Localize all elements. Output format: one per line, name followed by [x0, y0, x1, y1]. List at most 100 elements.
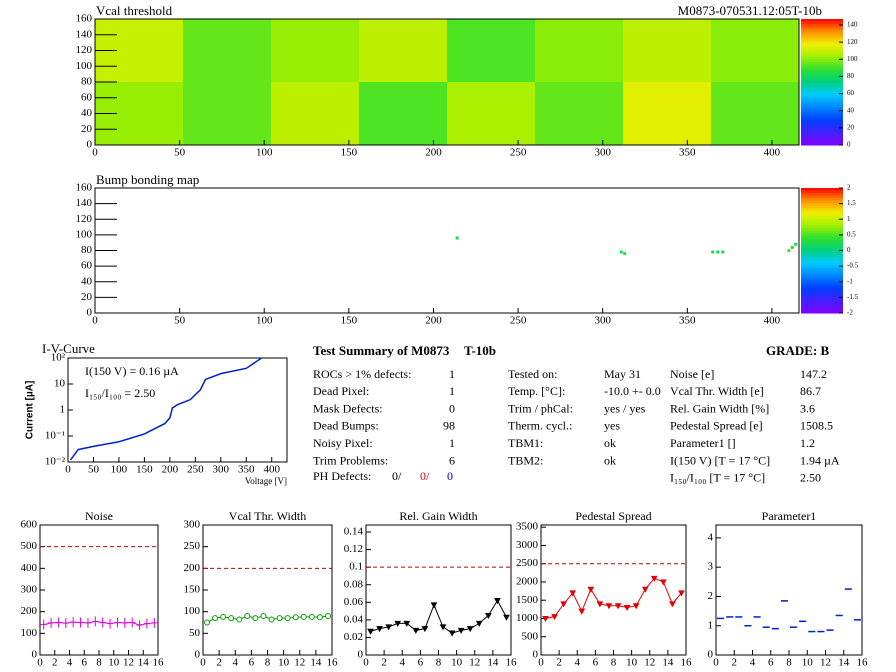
- summary-label: Vcal Thr. Width [e]: [670, 384, 764, 398]
- y-tick-label: 10²: [51, 352, 66, 364]
- colorbar-strip: [801, 260, 843, 264]
- chart-title: I-V-Curve: [42, 341, 95, 356]
- y-tick-label: 3500: [516, 521, 539, 533]
- bump-cell: [711, 250, 715, 254]
- z-tick-label: 2: [847, 184, 851, 192]
- summary-label: Temp. [°C]:: [508, 384, 565, 398]
- y-tick-label: 0: [358, 649, 364, 661]
- bump-cell: [716, 250, 720, 254]
- colorbar-strip: [801, 268, 843, 271]
- summary-value: -10.0 +- 0.0: [604, 384, 661, 398]
- y-tick-label: 20: [81, 123, 93, 135]
- y-tick-label: 10: [54, 378, 66, 390]
- colorbar-strip: [801, 54, 843, 58]
- summary-label: TBM1:: [508, 436, 543, 450]
- x-tick-label: 2: [216, 657, 222, 669]
- colorbar-strip: [801, 198, 843, 201]
- x-tick-label: 12: [294, 657, 305, 669]
- y-axis-label: Current [µA]: [25, 381, 36, 440]
- summary-value: 1508.5: [800, 419, 833, 433]
- y-tick-label: 100: [184, 605, 201, 617]
- y-tick-label: 1000: [516, 612, 539, 624]
- colorbar-strip: [801, 129, 843, 133]
- x-tick-label: 10: [108, 657, 120, 669]
- plot-frame: [94, 187, 800, 314]
- summary-value: yes / yes: [604, 401, 646, 415]
- y-tick-label: 0.02: [344, 631, 363, 643]
- colorbar-strip: [801, 21, 843, 25]
- ph-defect-value: 0/: [392, 469, 402, 483]
- plot-frame: [202, 524, 333, 656]
- y-tick-label: 100: [76, 60, 93, 72]
- y-tick-label: 250: [184, 540, 201, 552]
- x-tick-label: 150: [341, 315, 358, 327]
- ph-defect-value: 0: [447, 469, 453, 483]
- marker: [569, 590, 577, 597]
- colorbar-strip: [801, 87, 843, 91]
- bump-cell: [794, 242, 798, 246]
- summary-value: 86.7: [800, 384, 821, 398]
- marker: [385, 624, 393, 631]
- y-tick-label: 4: [708, 531, 714, 543]
- z-tick-label: 80: [847, 72, 855, 80]
- colorbar-strip: [801, 213, 843, 216]
- colorbar-strip: [801, 122, 843, 126]
- colorbar-strip: [801, 92, 843, 96]
- colorbar-strip: [801, 137, 843, 141]
- summary-label: Trim Problems:: [313, 453, 388, 467]
- colorbar-strip: [801, 104, 843, 108]
- colorbar-strip: [801, 36, 843, 40]
- marker: [596, 601, 604, 608]
- marker: [55, 617, 62, 628]
- z-tick-label: -1.5: [847, 293, 859, 301]
- x-tick-label: 16: [327, 657, 339, 669]
- colorbar-strip: [801, 300, 843, 304]
- summary-value: 147.2: [800, 367, 827, 381]
- marker: [587, 586, 595, 593]
- colorbar-strip: [801, 112, 843, 116]
- colorbar-strip: [801, 66, 843, 70]
- y-tick-label: 60: [81, 91, 93, 103]
- y-tick-label: 0.14: [344, 526, 364, 538]
- annotation: I(150 V) = 0.16 µA: [85, 364, 179, 378]
- colorbar-strip: [801, 208, 843, 211]
- colorbar-strip: [801, 285, 843, 289]
- x-tick-label: 0: [200, 657, 206, 669]
- x-tick-label: 6: [593, 657, 599, 669]
- colorbar-strip: [801, 107, 843, 111]
- x-tick-label: 250: [510, 147, 527, 159]
- x-tick-label: 2: [732, 657, 738, 669]
- marker: [121, 617, 128, 628]
- colorbar-strip: [801, 308, 843, 311]
- summary-label: Noise [e]: [670, 367, 714, 381]
- z-tick-label: -0.5: [847, 262, 859, 270]
- colorbar-strip: [801, 288, 843, 291]
- marker: [260, 613, 267, 619]
- marker: [466, 626, 474, 633]
- colorbar-strip: [801, 134, 843, 138]
- colorbar-strip: [801, 124, 843, 128]
- x-tick-label: 0: [363, 657, 369, 669]
- marker: [669, 601, 676, 608]
- marker: [220, 613, 227, 620]
- z-tick-label: 0.5: [847, 230, 856, 238]
- colorbar-strip: [801, 305, 843, 309]
- colorbar-strip: [801, 127, 843, 131]
- marker: [650, 575, 658, 582]
- y-tick-label: 100: [76, 228, 93, 240]
- colorbar-strip: [801, 290, 843, 294]
- colorbar-strip: [801, 200, 843, 204]
- heatmap-cell: [447, 19, 535, 82]
- marker: [394, 620, 402, 627]
- x-tick-label: 8: [611, 657, 617, 669]
- colorbar-strip: [801, 109, 843, 113]
- marker: [367, 628, 374, 635]
- marker: [412, 627, 420, 634]
- x-tick-label: 4: [400, 657, 406, 669]
- marker: [62, 618, 69, 629]
- x-tick-label: 250: [187, 464, 204, 476]
- y-tick-label: 2: [708, 590, 714, 602]
- y-tick-label: 0.08: [344, 578, 364, 590]
- plot-frame: [39, 524, 159, 656]
- colorbar-strip: [801, 84, 843, 88]
